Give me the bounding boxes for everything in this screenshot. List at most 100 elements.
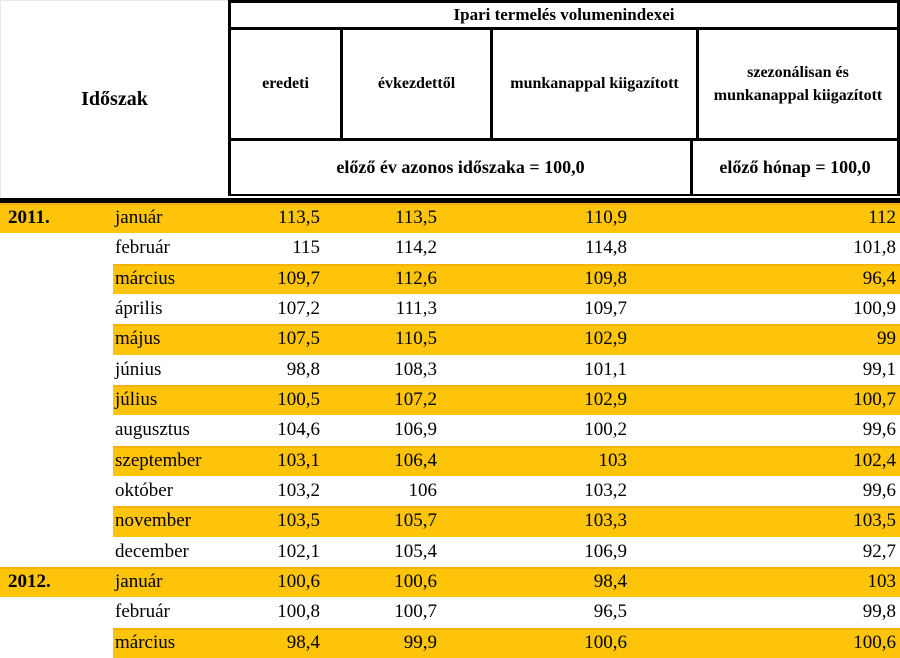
year-cell xyxy=(0,446,113,476)
value-cell: 98,4 xyxy=(593,571,627,593)
value-cell: 99 xyxy=(877,328,896,350)
value-cell: 100,2 xyxy=(584,419,627,441)
year-cell: 2012. xyxy=(0,566,113,598)
value-cell: 105,4 xyxy=(394,540,437,562)
value-cell: 98,4 xyxy=(286,631,320,653)
row-band: augusztus 104,6 106,9 100,2 99,6 xyxy=(113,415,900,445)
month-cell: november xyxy=(115,510,191,532)
table-row: november 103,5 105,7 103,3 103,5 xyxy=(0,506,900,537)
value-cell: 107,5 xyxy=(277,328,320,350)
value-cell: 110,9 xyxy=(584,207,627,229)
table-row: december 102,1 105,4 106,9 92,7 xyxy=(0,537,900,567)
value-cell: 110,5 xyxy=(394,328,437,350)
value-cell: 100,6 xyxy=(394,571,437,593)
month-cell: január xyxy=(115,571,163,593)
month-cell: október xyxy=(115,480,174,502)
month-cell: december xyxy=(115,540,189,562)
table-row: március 109,7 112,6 109,8 96,4 xyxy=(0,263,900,294)
value-cell: 96,4 xyxy=(862,267,896,289)
value-cell: 101,8 xyxy=(853,237,896,259)
value-cell: 107,2 xyxy=(394,389,437,411)
value-cell: 106,9 xyxy=(394,419,437,441)
value-cell: 100,6 xyxy=(277,571,320,593)
year-cell xyxy=(0,264,113,294)
value-cell: 100,5 xyxy=(277,389,320,411)
value-cell: 102,9 xyxy=(584,328,627,350)
table-row: július 100,5 107,2 102,9 100,7 xyxy=(0,384,900,416)
value-cell: 109,8 xyxy=(584,267,627,289)
value-cell: 92,7 xyxy=(862,540,896,562)
row-band: szeptember 103,1 106,4 103 102,4 xyxy=(113,445,900,476)
month-cell: április xyxy=(115,298,163,320)
year-cell xyxy=(0,415,113,445)
month-cell: február xyxy=(115,601,170,623)
period-header-label: Időszak xyxy=(81,88,148,110)
year-cell: 2011. xyxy=(0,203,113,234)
table-header: Időszak Ipari termelés volumenindexei er… xyxy=(0,0,900,203)
table-row: március 98,4 99,9 100,6 100,6 xyxy=(0,627,900,658)
value-cell: 101,1 xyxy=(584,358,627,380)
row-band: november 103,5 105,7 103,3 103,5 xyxy=(113,506,900,537)
value-cell: 99,9 xyxy=(403,631,437,653)
year-cell xyxy=(0,385,113,415)
row-band: június 98,8 108,3 101,1 99,1 xyxy=(113,355,900,385)
value-cell: 96,5 xyxy=(593,601,627,623)
year-cell xyxy=(0,324,113,354)
value-cell: 113,5 xyxy=(394,207,437,229)
column-header-eredeti: eredeti xyxy=(262,75,309,93)
month-cell: március xyxy=(115,267,176,289)
year-cell xyxy=(0,628,113,658)
value-cell: 98,8 xyxy=(286,358,320,380)
value-cell: 99,1 xyxy=(862,358,896,380)
value-cell: 109,7 xyxy=(584,298,627,320)
row-band: július 100,5 107,2 102,9 100,7 xyxy=(113,384,900,416)
value-cell: 103,5 xyxy=(853,510,896,532)
value-cell: 106 xyxy=(408,480,438,502)
value-cell: 108,3 xyxy=(394,358,437,380)
table-body: 2011. január 113,5 113,5 110,9 112 február 115 1… xyxy=(0,203,900,658)
scale-note-right: előző hónap = 100,0 xyxy=(719,157,871,177)
month-cell: március xyxy=(115,631,176,653)
value-cell: 103,2 xyxy=(584,480,627,502)
month-cell: augusztus xyxy=(115,419,190,441)
value-cell: 103 xyxy=(867,571,897,593)
value-cell: 115 xyxy=(292,237,320,259)
month-cell: július xyxy=(115,389,158,411)
value-cell: 100,6 xyxy=(584,631,627,653)
value-cell: 106,9 xyxy=(584,540,627,562)
scale-note-left: előző év azonos időszaka = 100,0 xyxy=(231,141,693,194)
year-cell xyxy=(0,506,113,536)
value-cell: 114,8 xyxy=(584,237,627,259)
year-cell xyxy=(0,597,113,627)
table-row: október 103,2 106 103,2 99,6 xyxy=(0,476,900,506)
row-band: február 115 114,2 114,8 101,8 xyxy=(113,233,900,263)
value-cell: 103,1 xyxy=(277,449,320,471)
row-band: január 113,5 113,5 110,9 112 xyxy=(113,203,900,234)
table-row: június 98,8 108,3 101,1 99,1 xyxy=(0,355,900,385)
year-cell xyxy=(0,233,113,263)
column-header-munkanappal: munkanappal kiigazított xyxy=(490,30,696,138)
table-row: május 107,5 110,5 102,9 99 xyxy=(0,324,900,355)
column-header-szezonalisan: szezonálisan és munkanappal kiigazított xyxy=(696,30,897,138)
row-band: május 107,5 110,5 102,9 99 xyxy=(113,324,900,355)
value-cell: 99,8 xyxy=(862,601,896,623)
scale-note-row: előző év azonos időszaka = 100,0 előző h… xyxy=(228,141,900,196)
row-band: március 98,4 99,9 100,6 100,6 xyxy=(113,627,900,658)
row-band: február 100,8 100,7 96,5 99,8 xyxy=(113,597,900,627)
table-row: április 107,2 111,3 109,7 100,9 xyxy=(0,294,900,324)
value-cell: 106,4 xyxy=(394,449,437,471)
value-cell: 102,9 xyxy=(584,389,627,411)
value-cell: 103,5 xyxy=(277,510,320,532)
value-cell: 100,7 xyxy=(853,389,896,411)
table-row: szeptember 103,1 106,4 103 102,4 xyxy=(0,445,900,476)
value-cell: 114,2 xyxy=(394,237,437,259)
value-cell: 100,7 xyxy=(394,601,437,623)
row-band: január 100,6 100,6 98,4 103 xyxy=(113,566,900,598)
column-header-row: eredeti évkezdettől munkanappal kiigazít… xyxy=(228,30,900,141)
value-cell: 100,9 xyxy=(853,298,896,320)
year-cell xyxy=(0,294,113,324)
value-cell: 102,4 xyxy=(853,449,896,471)
value-cell: 103,2 xyxy=(277,480,320,502)
value-cell: 103,3 xyxy=(584,510,627,532)
